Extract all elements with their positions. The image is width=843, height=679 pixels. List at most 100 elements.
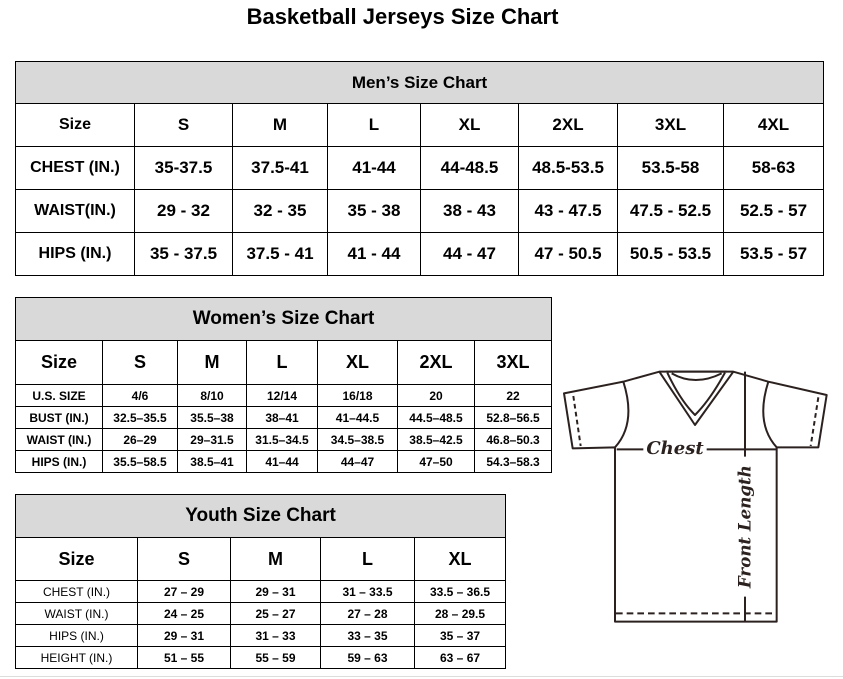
womens-table-title: Women’s Size Chart <box>14 297 553 341</box>
bottom-divider <box>0 676 843 677</box>
page-title: Basketball Jerseys Size Chart <box>246 4 559 29</box>
table-cell: 41-44 <box>327 146 421 190</box>
table-row: HIPS (IN.) 35.5–58.5 38.5–41 41–44 44–47 47–5… <box>15 450 553 473</box>
row-label: HIPS (IN.) <box>15 624 138 647</box>
table-cell: 55 – 59 <box>230 646 321 669</box>
left-armhole <box>614 381 630 449</box>
header-row: Size S M L XL <box>15 537 507 581</box>
table-cell: 53.5 - 57 <box>722 232 825 276</box>
chest-label: Chest <box>646 438 704 459</box>
table-row: CHEST (IN.) 27 – 29 29 – 31 31 – 33.5 33.5 –… <box>15 580 507 603</box>
table-cell: 46.8–50.3 <box>473 428 553 451</box>
table-cell: XL <box>420 103 519 147</box>
row-label: U.S. SIZE <box>15 384 103 407</box>
shirt-outline <box>563 370 828 623</box>
table-cell: 34.5–38.5 <box>317 428 398 451</box>
table-cell: 35-37.5 <box>134 146 233 190</box>
table-cell: 58-63 <box>722 146 825 190</box>
table-cell: 47.5 - 52.5 <box>617 189 724 233</box>
neck-collar <box>666 370 727 416</box>
table-cell: 25 – 27 <box>230 602 321 625</box>
table-cell: 51 – 55 <box>137 646 231 669</box>
table-cell: 2XL <box>397 340 475 385</box>
table-cell: 27 – 28 <box>320 602 415 625</box>
table-row: HEIGHT (IN.) 51 – 55 55 – 59 59 – 63 63 – 67 <box>15 646 507 669</box>
table-cell: 37.5 - 41 <box>232 232 328 276</box>
table-cell: 2XL <box>518 103 618 147</box>
table-cell: 41–44 <box>246 450 318 473</box>
table-row: U.S. SIZE 4/6 8/10 12/14 16/18 20 22 <box>15 384 553 407</box>
table-row: CHEST (IN.) 35-37.5 37.5-41 41-44 44-48.5 48.… <box>15 146 825 190</box>
table-cell: 35 - 38 <box>327 189 421 233</box>
table-cell: 31 – 33 <box>230 624 321 647</box>
table-cell: 20 <box>397 384 475 407</box>
table-cell: 43 - 47.5 <box>518 189 618 233</box>
youth-size-table: Youth Size Chart Size S M L XL CHEST (IN.) 27 … <box>14 494 507 669</box>
mens-table-title: Men’s Size Chart <box>14 61 825 104</box>
row-label: BUST (IN.) <box>15 406 103 429</box>
row-label: HIPS (IN.) <box>15 450 103 473</box>
row-label: WAIST (IN.) <box>15 428 103 451</box>
table-cell: 50.5 - 53.5 <box>617 232 724 276</box>
table-cell: 33.5 – 36.5 <box>413 580 507 603</box>
table-cell: 38.5–41 <box>177 450 247 473</box>
womens-size-table: Women’s Size Chart Size S M L XL 2XL 3XL U.S. S… <box>14 297 553 473</box>
table-cell: 31.5–34.5 <box>246 428 318 451</box>
table-cell: 44–47 <box>317 450 398 473</box>
table-row: WAIST(IN.) 29 - 32 32 - 35 35 - 38 38 - 43 43… <box>15 189 825 233</box>
table-cell: 26–29 <box>102 428 178 451</box>
table-cell: 16/18 <box>317 384 398 407</box>
table-cell: S <box>102 340 178 385</box>
table-cell: 54.3–58.3 <box>473 450 553 473</box>
table-row: HIPS (IN.) 29 – 31 31 – 33 33 – 35 35 – 37 <box>15 624 507 647</box>
table-cell: 47–50 <box>397 450 475 473</box>
table-cell: 38–41 <box>246 406 318 429</box>
table-row: HIPS (IN.) 35 - 37.5 37.5 - 41 41 - 44 44 - … <box>15 232 825 276</box>
table-cell: 29 - 32 <box>134 189 233 233</box>
table-cell: 8/10 <box>177 384 247 407</box>
table-cell: 38.5–42.5 <box>397 428 475 451</box>
table-row: WAIST (IN.) 26–29 29–31.5 31.5–34.5 34.5–38.… <box>15 428 553 451</box>
row-label: Size <box>15 103 135 147</box>
row-label: CHEST (IN.) <box>15 146 135 190</box>
table-cell: 22 <box>473 384 553 407</box>
table-cell: 31 – 33.5 <box>320 580 415 603</box>
table-cell: 29–31.5 <box>177 428 247 451</box>
table-cell: 32.5–35.5 <box>102 406 178 429</box>
table-cell: 44.5–48.5 <box>397 406 475 429</box>
header-row: Size S M L XL 2XL 3XL <box>15 340 553 385</box>
table-cell: 59 – 63 <box>320 646 415 669</box>
table-cell: L <box>327 103 421 147</box>
right-sleeve-hem <box>809 397 820 447</box>
row-label: CHEST (IN.) <box>15 580 138 603</box>
table-cell: 52.8–56.5 <box>473 406 553 429</box>
front-length-label: Front Length <box>735 465 755 589</box>
table-cell: 35.5–58.5 <box>102 450 178 473</box>
table-cell: 32 - 35 <box>232 189 328 233</box>
left-sleeve-hem <box>572 395 582 447</box>
table-cell: M <box>230 537 321 581</box>
table-cell: 3XL <box>473 340 553 385</box>
table-cell: L <box>320 537 415 581</box>
table-cell: 33 – 35 <box>320 624 415 647</box>
row-label: HIPS (IN.) <box>15 232 135 276</box>
table-cell: 29 – 31 <box>230 580 321 603</box>
table-cell: 35.5–38 <box>177 406 247 429</box>
neck-outer <box>658 371 735 426</box>
table-cell: 48.5-53.5 <box>518 146 618 190</box>
table-cell: XL <box>413 537 507 581</box>
row-label: WAIST(IN.) <box>15 189 135 233</box>
table-cell: L <box>246 340 318 385</box>
youth-table-title: Youth Size Chart <box>14 494 507 538</box>
table-cell: 63 – 67 <box>413 646 507 669</box>
row-label: Size <box>15 537 138 581</box>
table-cell: 4XL <box>722 103 825 147</box>
table-cell: 3XL <box>617 103 724 147</box>
row-label: Size <box>15 340 103 385</box>
table-cell: 41 - 44 <box>327 232 421 276</box>
row-label: WAIST (IN.) <box>15 602 138 625</box>
table-cell: 27 – 29 <box>137 580 231 603</box>
table-cell: 38 - 43 <box>420 189 519 233</box>
table-cell: 24 – 25 <box>137 602 231 625</box>
